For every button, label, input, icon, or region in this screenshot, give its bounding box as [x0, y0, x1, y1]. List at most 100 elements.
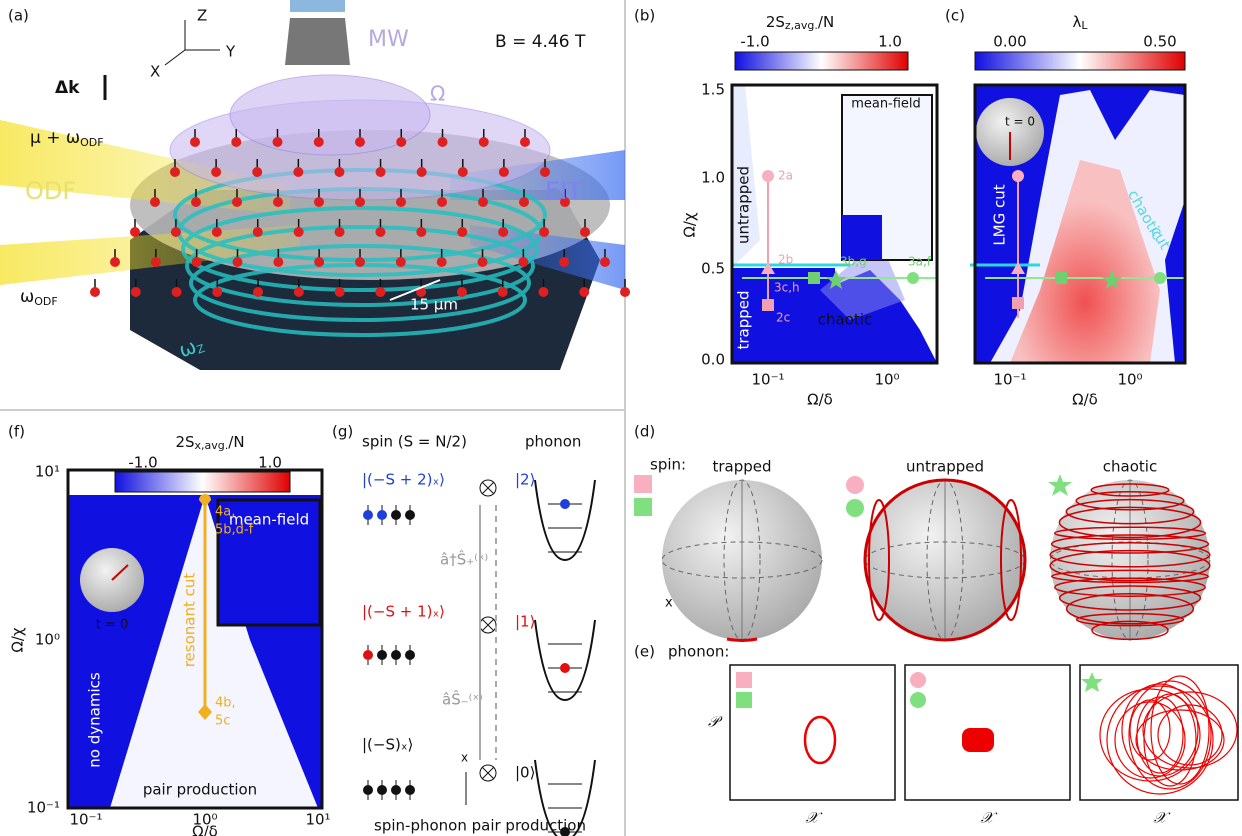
- phonon-states: |0⟩: [515, 764, 535, 782]
- markers: 2a: [778, 169, 793, 183]
- rect: [1055, 272, 1067, 284]
- xticks: 10¹: [305, 811, 330, 829]
- ellipse: [868, 499, 890, 621]
- ellipse: [1075, 612, 1185, 627]
- couplings: â†Ŝ₊⁽ˣ⁾: [440, 550, 488, 569]
- circle: [231, 137, 242, 147]
- circle: [479, 479, 497, 497]
- circle: [313, 137, 324, 147]
- circle: [375, 287, 386, 297]
- path: [761, 262, 775, 274]
- text: ωZ: [175, 331, 207, 362]
- circle: [846, 499, 864, 517]
- xlabel: Ω/δ: [192, 823, 218, 836]
- circle: [90, 287, 100, 297]
- axis-y: Y: [225, 43, 236, 61]
- circle: [560, 499, 570, 509]
- ylabel: Ω/χ: [9, 627, 27, 653]
- ellipse: [1135, 709, 1225, 771]
- circle: [391, 510, 401, 520]
- circle: [540, 167, 550, 177]
- circle: [437, 137, 448, 147]
- ellipse: [1091, 620, 1169, 641]
- xticks: 10⁰: [1117, 371, 1142, 389]
- ellipse: [1121, 683, 1199, 777]
- text: 2Sx,avg./N: [175, 433, 244, 453]
- rect: [962, 728, 994, 752]
- circle: [170, 227, 181, 237]
- rect: [734, 51, 909, 71]
- couplings: âŜ₋⁽ˣ⁾: [442, 690, 483, 709]
- odf: ODF: [25, 177, 76, 205]
- circle: [405, 785, 415, 795]
- circle: [293, 287, 304, 297]
- circle: [1154, 272, 1166, 284]
- ellipse: [1050, 534, 1210, 554]
- circle: [762, 170, 774, 182]
- pg: (g) spin (S = N/2) phonon |(−S + 2)ₓ⟩ |(…: [332, 423, 596, 836]
- circle: [355, 197, 365, 207]
- path: [534, 479, 596, 562]
- yticks: 10¹: [35, 463, 60, 481]
- axis: x: [461, 751, 468, 765]
- chaos-e: [1099, 675, 1238, 795]
- caption: spin-phonon pair production: [374, 817, 586, 835]
- circle: [171, 287, 182, 297]
- axis-z: Z: [197, 7, 207, 25]
- circle: [519, 197, 529, 207]
- ylabel: Ω/χ: [681, 212, 699, 238]
- circle: [620, 287, 630, 297]
- path: [198, 704, 212, 720]
- circle: [436, 257, 447, 267]
- yticks: 0.5: [701, 260, 725, 278]
- circle: [363, 785, 373, 795]
- circle: [363, 510, 373, 520]
- circle: [478, 197, 488, 207]
- colorbar-title-sub: L: [1081, 19, 1088, 32]
- inset: mean-field: [851, 97, 921, 112]
- ellipse: [1090, 483, 1170, 497]
- circle: [580, 227, 590, 237]
- ellipse: [803, 715, 837, 765]
- circle: [191, 197, 201, 207]
- regions: trapped: [735, 290, 753, 349]
- ellipse: [1128, 680, 1212, 790]
- circle: [457, 167, 468, 177]
- circle: [334, 167, 345, 177]
- ellipse: [1157, 704, 1223, 766]
- circle: [396, 197, 406, 207]
- circle: [314, 257, 325, 267]
- circle: [910, 672, 926, 688]
- circle: [479, 764, 497, 782]
- path: [1102, 270, 1122, 289]
- circle: [253, 287, 264, 297]
- mw: MW: [368, 27, 409, 52]
- ellipse: [185, 225, 535, 307]
- colorbar-title-sub: x,avg.: [195, 439, 229, 452]
- circle: [252, 227, 263, 237]
- spin-states: |(−S)ₓ⟩: [362, 736, 413, 754]
- circle: [405, 510, 415, 520]
- label: (e): [634, 643, 655, 661]
- polygon: [285, 18, 350, 65]
- markers: 3a,f: [908, 255, 932, 269]
- circle: [539, 227, 550, 237]
- rect: [842, 215, 882, 260]
- ylabel: 𝒫: [708, 713, 723, 731]
- polygon: [110, 495, 318, 808]
- yticks: 1.5: [701, 81, 725, 99]
- circle: [377, 785, 387, 795]
- pb: (b) 2Sz,avg./N -1.0 1.0 0.0 0.5 1.0 1.5 …: [634, 7, 939, 409]
- colorbar-min: 0.00: [993, 33, 1026, 51]
- columns: untrapped: [906, 458, 984, 476]
- rect: [762, 299, 774, 311]
- polygon: [732, 85, 760, 268]
- text: λL: [1072, 13, 1088, 33]
- rect: [634, 475, 652, 493]
- rect: [904, 664, 1071, 801]
- circle: [355, 257, 365, 267]
- colorbar-title-end: /N: [228, 433, 244, 451]
- phonon-states: |2⟩: [515, 471, 535, 489]
- xlabel: Ω/δ: [807, 391, 833, 409]
